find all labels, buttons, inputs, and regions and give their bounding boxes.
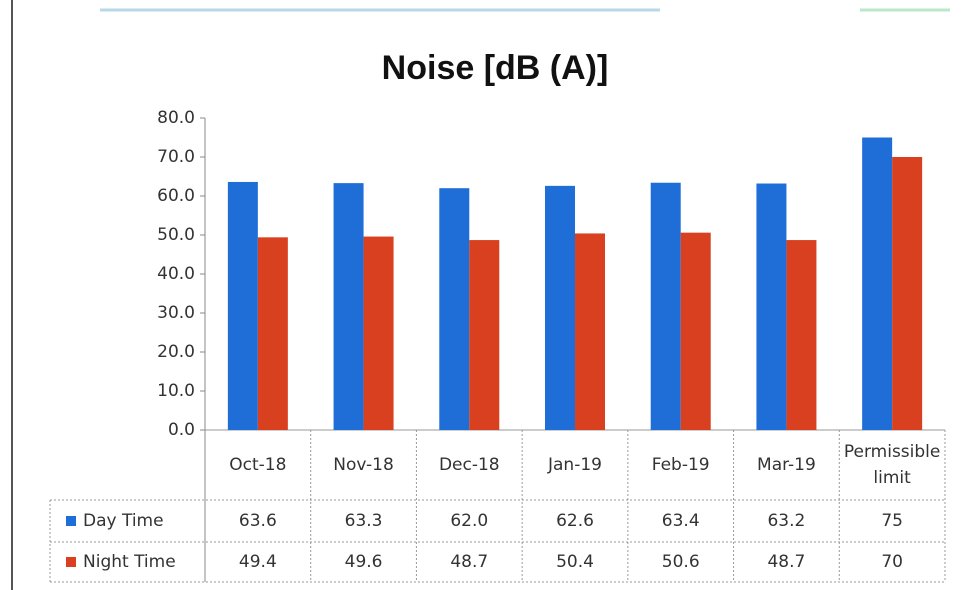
bar bbox=[892, 157, 923, 430]
x-category-cell: Mar-19 bbox=[757, 455, 816, 475]
bar bbox=[862, 137, 893, 430]
bar bbox=[545, 185, 575, 430]
x-category-cell: Permissible limit bbox=[843, 442, 941, 488]
table-value: 63.3 bbox=[345, 511, 383, 531]
y-tick-label: 60.0 bbox=[157, 186, 195, 206]
table-value: 63.6 bbox=[239, 511, 277, 531]
table-value: 50.4 bbox=[556, 552, 594, 572]
bar bbox=[575, 233, 605, 430]
x-category-cell: Oct-18 bbox=[229, 455, 287, 475]
table-value: 50.6 bbox=[662, 552, 700, 572]
y-tick-label: 20.0 bbox=[157, 342, 195, 362]
y-tick-label: 70.0 bbox=[157, 147, 195, 167]
x-tick-label: Dec-18 bbox=[438, 455, 500, 475]
y-tick-label: 80.0 bbox=[157, 108, 195, 128]
x-category-cell: Nov-18 bbox=[333, 455, 394, 475]
bar bbox=[786, 240, 817, 430]
chart-title: Noise [dB (A)] bbox=[382, 49, 609, 87]
bar bbox=[756, 183, 787, 430]
bar bbox=[650, 182, 681, 430]
legend-label: Day Time bbox=[83, 511, 164, 531]
y-tick-label: 10.0 bbox=[157, 381, 195, 401]
x-category-cell: Feb-19 bbox=[651, 455, 710, 475]
table-value: 63.2 bbox=[767, 511, 805, 531]
y-tick-label: 0.0 bbox=[168, 420, 195, 440]
table-value: 75 bbox=[881, 511, 903, 531]
table-value: 49.6 bbox=[345, 552, 383, 572]
bar bbox=[257, 237, 288, 430]
x-tick-label: Mar-19 bbox=[757, 455, 816, 475]
x-category-cell: Jan-19 bbox=[548, 455, 602, 475]
table-value: 62.0 bbox=[450, 511, 488, 531]
bar bbox=[439, 188, 470, 430]
bar bbox=[469, 240, 500, 430]
legend-swatch bbox=[66, 516, 76, 526]
y-tick-label: 50.0 bbox=[157, 225, 195, 245]
bar bbox=[333, 183, 364, 430]
x-tick-label: Feb-19 bbox=[651, 455, 710, 475]
table-value: 63.4 bbox=[662, 511, 700, 531]
table-value: 48.7 bbox=[450, 552, 488, 572]
legend-swatch bbox=[66, 557, 76, 567]
x-tick-label: Permissible limit bbox=[843, 442, 941, 488]
table-value: 62.6 bbox=[556, 511, 594, 531]
y-tick-label: 40.0 bbox=[157, 264, 195, 284]
bar bbox=[363, 236, 394, 430]
bar bbox=[680, 232, 711, 430]
table-value: 70 bbox=[881, 552, 903, 572]
table-value: 48.7 bbox=[767, 552, 805, 572]
x-category-cell: Dec-18 bbox=[438, 455, 500, 475]
legend-label: Night Time bbox=[83, 552, 176, 572]
bar bbox=[227, 181, 258, 430]
x-tick-label: Nov-18 bbox=[333, 455, 394, 475]
x-tick-label: Jan-19 bbox=[548, 455, 602, 475]
x-tick-label: Oct-18 bbox=[229, 455, 287, 475]
y-tick-label: 30.0 bbox=[157, 303, 195, 323]
table-value: 49.4 bbox=[239, 552, 277, 572]
